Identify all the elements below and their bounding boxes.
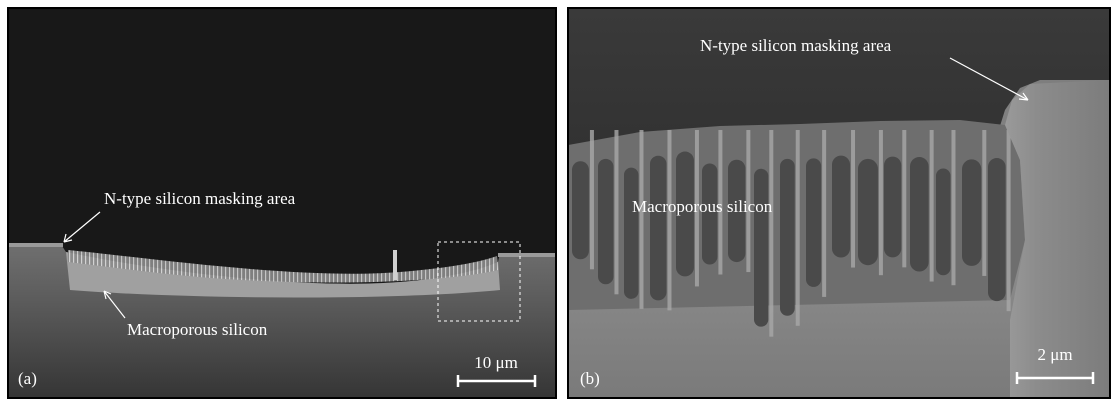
panel-border	[567, 7, 1111, 399]
zoom-box	[437, 241, 521, 322]
pore	[598, 158, 614, 285]
spike	[393, 250, 397, 280]
pore	[589, 130, 594, 270]
annotation: N-type silicon masking area	[104, 189, 296, 208]
pore	[624, 167, 639, 299]
panel-a	[9, 9, 555, 397]
pore	[702, 163, 718, 265]
pore	[884, 156, 902, 258]
pore	[676, 151, 694, 277]
pore	[832, 155, 851, 258]
panel-label: (b)	[580, 369, 600, 388]
pore	[1006, 130, 1011, 312]
pore	[910, 157, 929, 272]
pore	[728, 159, 746, 263]
pore	[982, 130, 987, 276]
annotation: Macroporous silicon	[632, 197, 773, 216]
pore	[951, 130, 956, 286]
mask-edge	[498, 253, 555, 257]
scale-bar-label: 2 μm	[1037, 345, 1072, 364]
mask-area	[1005, 80, 1109, 397]
pore	[988, 158, 1006, 302]
panel-border	[7, 7, 557, 399]
pore-tips	[68, 250, 498, 283]
panel-b	[569, 9, 1109, 397]
mask-edge	[9, 243, 63, 247]
pore	[639, 130, 644, 309]
arrow	[63, 211, 101, 243]
pore	[694, 130, 699, 287]
pore	[650, 155, 667, 301]
porous-layer	[66, 252, 500, 298]
panel-label: (a)	[18, 369, 37, 388]
scale-bar	[456, 375, 537, 387]
pore	[858, 158, 878, 266]
pore	[929, 130, 934, 282]
pore	[718, 130, 723, 275]
pore	[746, 130, 751, 273]
scale-bar-label: 10 μm	[474, 353, 518, 372]
arrow	[103, 290, 126, 319]
pore	[667, 130, 672, 311]
pore	[936, 168, 951, 276]
annotation: Macroporous silicon	[127, 320, 268, 339]
pore	[780, 158, 795, 316]
scale-bar	[1015, 372, 1095, 384]
pore	[769, 130, 774, 337]
annotation: N-type silicon masking area	[700, 36, 892, 55]
pore	[572, 161, 589, 260]
pore	[902, 130, 907, 268]
pore	[822, 130, 827, 297]
pore	[962, 159, 982, 266]
pores	[572, 130, 1011, 337]
pore	[614, 130, 619, 295]
pore	[795, 130, 800, 326]
pore	[851, 130, 856, 268]
pore	[878, 130, 883, 276]
arrow	[949, 57, 1029, 101]
pore	[754, 168, 769, 327]
pore	[806, 158, 822, 287]
